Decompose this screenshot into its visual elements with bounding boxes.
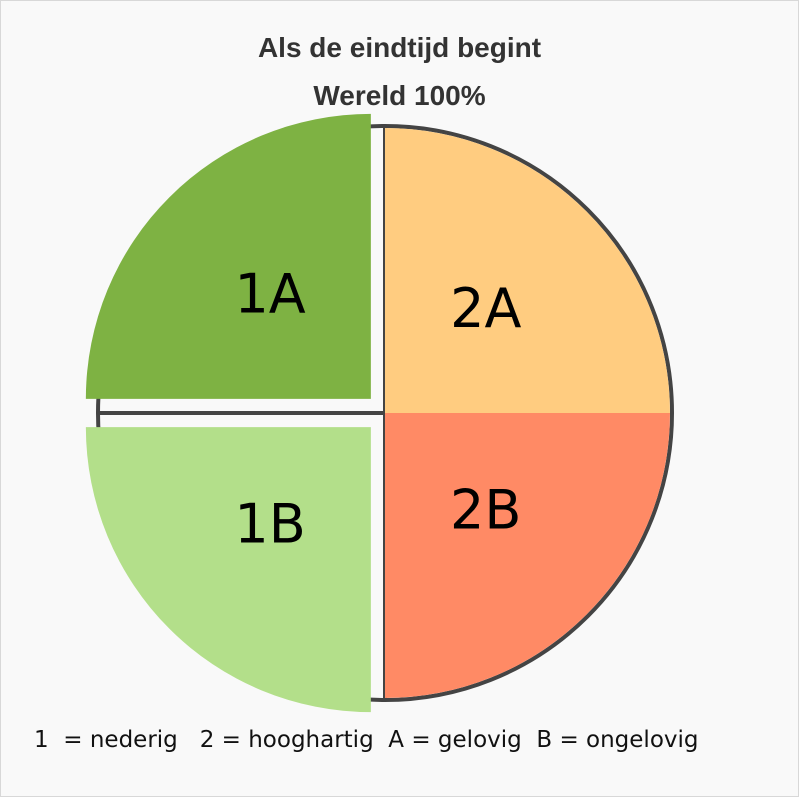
pie-slice-2a <box>385 128 670 413</box>
pie-slice-2b <box>385 413 670 698</box>
chart-subtitle: Wereld 100% <box>313 80 486 111</box>
chart-title: Als de eindtijd begint <box>257 32 542 63</box>
pie-slice-1b <box>85 427 371 713</box>
legend: 1 = nederig 2 = hooghartig A = gelovig B… <box>34 727 699 753</box>
slice-label-2a: 2A <box>450 277 521 340</box>
slice-label-1a: 1A <box>234 263 305 326</box>
slice-label-2b: 2B <box>450 478 521 541</box>
pie-slice-1a <box>85 113 371 399</box>
slice-label-1b: 1B <box>234 493 305 556</box>
